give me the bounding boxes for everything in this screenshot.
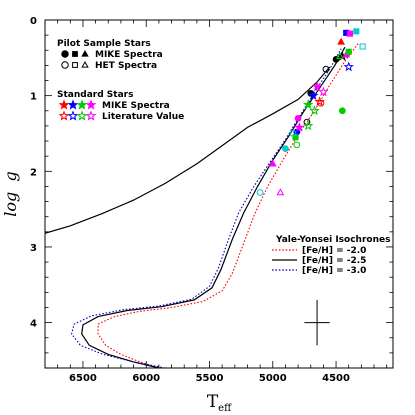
legend-standard-label: Literature Value xyxy=(102,112,184,122)
data-point-20 xyxy=(309,105,320,116)
legend-pilot-label: MIKE Spectra xyxy=(95,50,163,60)
legend-isochrone-label: [Fe/H] = -2.0 xyxy=(302,246,366,256)
legend-standard-marker xyxy=(58,99,70,110)
plot-area xyxy=(45,28,366,368)
legend-pilot-heading: Pilot Sample Stars xyxy=(57,39,151,49)
data-point-29 xyxy=(268,159,277,167)
data-point-27 xyxy=(303,120,314,131)
data-point-10 xyxy=(359,43,366,50)
legend-pilot-marker xyxy=(72,62,78,68)
x-tick-label: 5000 xyxy=(259,373,287,384)
legend-pilot-marker xyxy=(61,61,69,69)
data-point-15 xyxy=(308,90,319,101)
data-point-32 xyxy=(339,107,346,115)
legend-standard-marker xyxy=(85,99,97,110)
data-point-24 xyxy=(289,130,297,137)
data-point-18 xyxy=(314,96,325,107)
data-point-21 xyxy=(294,114,302,122)
data-point-31 xyxy=(256,189,264,196)
data-point-17 xyxy=(303,99,314,110)
data-point-28 xyxy=(294,121,305,132)
x-axis-label-main: T xyxy=(207,392,219,412)
legend-isochrones-heading: Yale-Yonsei Isochrones xyxy=(275,235,390,245)
x-tick-label: 5500 xyxy=(196,373,224,384)
data-point-16 xyxy=(311,81,323,91)
data-point-3 xyxy=(322,65,330,73)
data-point-26 xyxy=(293,141,301,149)
legend-standard-marker xyxy=(67,99,79,110)
y-tick-label: 4 xyxy=(30,319,37,330)
legend-standard-marker xyxy=(76,110,88,121)
series-line-2 xyxy=(71,48,342,368)
legend-standard-heading: Standard Stars xyxy=(57,90,133,100)
legend-pilot-label: HET Spectra xyxy=(95,61,157,71)
legend-standard-marker xyxy=(58,110,70,121)
series-line-3 xyxy=(45,66,331,234)
axes: 6500 6000 5500 5000 4500 0 1 2 3 4 Teff log g xyxy=(1,16,394,414)
x-tick-label: 4500 xyxy=(322,373,350,384)
x-tick-label: 6500 xyxy=(69,373,97,384)
y-axis-label: log g xyxy=(1,171,20,216)
x-tick-label: 6000 xyxy=(132,373,160,384)
legend-isochrone-label: [Fe/H] = -2.5 xyxy=(302,256,366,266)
data-point-30 xyxy=(276,188,285,196)
y-tick-label: 3 xyxy=(30,243,37,254)
legend-pilot-marker xyxy=(81,60,89,68)
legend-standard-marker xyxy=(85,110,97,121)
legend-standard-label: MIKE Spectra xyxy=(102,101,170,111)
legend-standard-marker xyxy=(67,110,79,121)
x-axis-label: Teff xyxy=(207,392,232,414)
data-point-8 xyxy=(346,30,354,37)
data-point-9 xyxy=(353,28,360,35)
data-point-13 xyxy=(335,52,344,60)
y-tick-label: 0 xyxy=(30,16,37,27)
series-line-0 xyxy=(97,42,360,368)
data-point-19 xyxy=(318,86,329,97)
legend-pilot-marker xyxy=(72,51,78,57)
legend-standard-marker xyxy=(76,99,88,110)
y-tick-label: 1 xyxy=(30,92,37,103)
plot-frame xyxy=(44,19,394,369)
data-point-12 xyxy=(345,48,352,55)
y-tick-label: 2 xyxy=(30,167,37,178)
x-axis-label-sub: eff xyxy=(218,403,232,414)
legend-pilot-marker xyxy=(81,49,89,57)
data-point-25 xyxy=(282,145,289,152)
data-point-14 xyxy=(343,61,354,72)
legend-pilot-marker xyxy=(61,50,69,58)
legend-isochrone-label: [Fe/H] = -3.0 xyxy=(302,266,366,276)
data-point-6 xyxy=(337,37,346,45)
